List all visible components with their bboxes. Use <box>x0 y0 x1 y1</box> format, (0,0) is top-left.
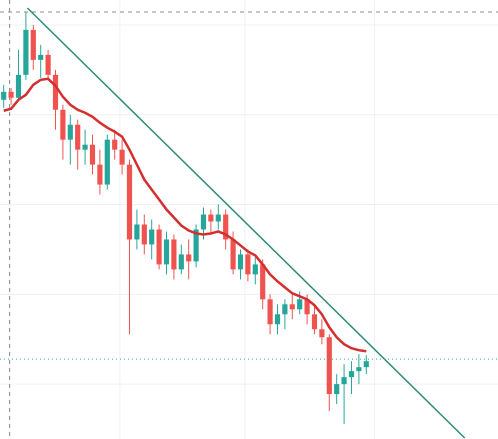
candle-body <box>260 264 266 300</box>
candle-body <box>200 214 207 230</box>
candle-body <box>23 29 29 75</box>
candle-body <box>252 264 258 275</box>
candle-body <box>311 314 318 330</box>
candle-body <box>1 91 7 100</box>
candle-body <box>75 124 81 150</box>
candle-body <box>193 229 199 262</box>
candle-body <box>126 164 133 240</box>
candle-body <box>186 254 192 262</box>
candle-body <box>89 144 96 165</box>
candle-body <box>326 337 332 395</box>
moving-average <box>3 77 367 353</box>
candle-body <box>178 254 184 270</box>
candle-body <box>141 224 147 245</box>
candle-body <box>230 239 236 270</box>
candle-body <box>304 299 310 315</box>
candle-body <box>119 149 125 165</box>
candle-body <box>112 139 118 150</box>
candle-body <box>223 214 229 240</box>
candle-body <box>245 254 251 275</box>
candle-body <box>274 314 281 325</box>
candle-body <box>297 299 303 310</box>
candle-body <box>52 74 59 110</box>
trendline <box>26 7 466 439</box>
candle-body <box>282 304 288 315</box>
candle-body <box>171 239 177 270</box>
candle-body <box>104 139 110 185</box>
candle-body <box>45 54 51 75</box>
candle-body <box>267 299 273 325</box>
candle-body <box>356 367 362 372</box>
candle-body <box>97 164 103 185</box>
candle-body <box>134 224 140 240</box>
candle-body <box>215 214 221 222</box>
candle-body <box>334 384 340 395</box>
candle-body <box>319 329 325 338</box>
candle-body <box>363 361 369 368</box>
candle-body <box>8 91 14 98</box>
candle-body <box>341 377 347 385</box>
candle-body <box>348 371 355 378</box>
candle-body <box>82 144 88 150</box>
candle-body <box>289 304 295 310</box>
candle-body <box>67 124 73 140</box>
candle-body <box>30 29 36 60</box>
candle-body <box>156 229 162 265</box>
candle-body <box>237 254 244 270</box>
candle-body <box>60 109 66 140</box>
candle-body <box>163 239 170 265</box>
candle-body <box>149 229 155 245</box>
candle-body <box>38 54 44 60</box>
candle-body <box>208 214 214 222</box>
candle-body <box>15 74 22 98</box>
